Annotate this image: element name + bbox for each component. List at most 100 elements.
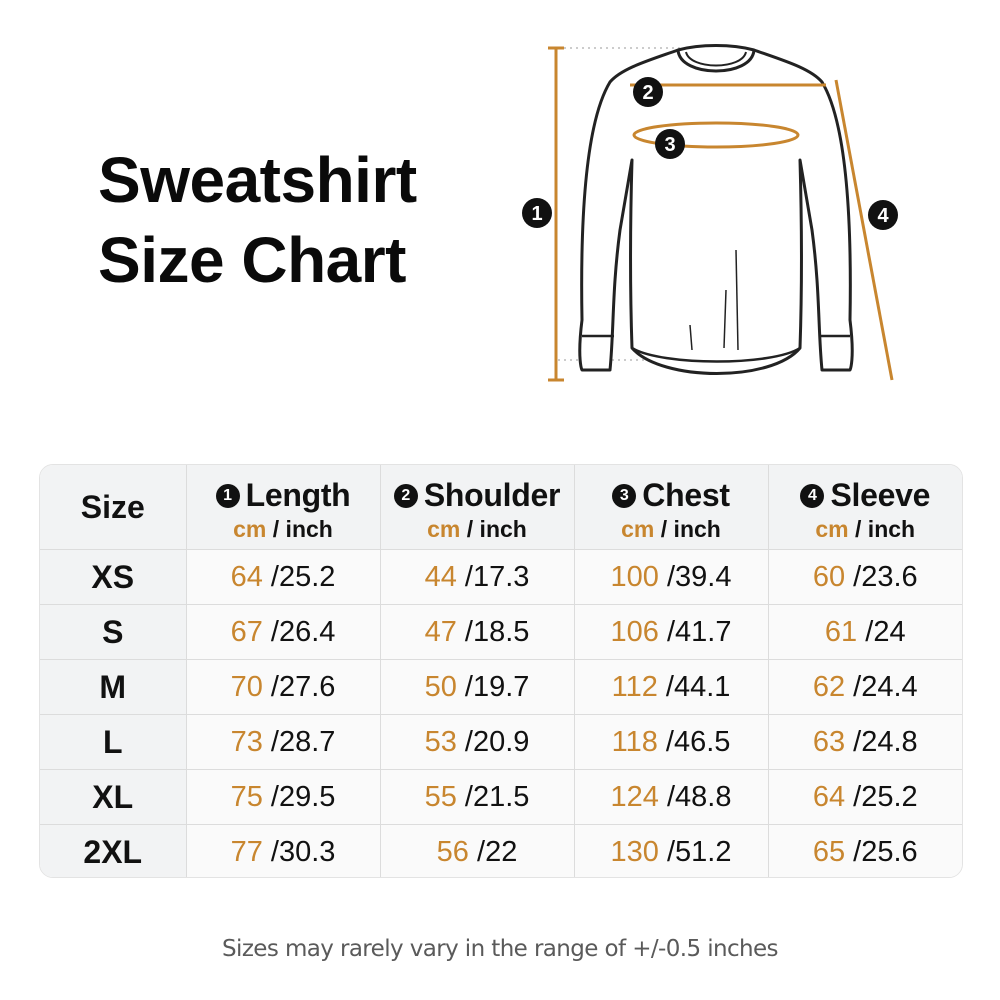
number-3-icon: 3 <box>612 483 637 508</box>
number-4-icon: 4 <box>800 483 825 508</box>
inch-value: 30.3 <box>278 835 336 868</box>
size-table: Size 1 Length cm / inch 2 Shoulder cm / … <box>39 464 963 878</box>
cm-value: 118 <box>611 725 658 758</box>
inch-value: 44.1 <box>673 670 731 703</box>
size-label: M <box>40 659 186 715</box>
sweatshirt-diagram: 1 2 3 4 <box>500 30 920 400</box>
measurement-cell: 61 /24 <box>767 604 962 660</box>
cm-value: 67 <box>230 615 263 648</box>
cm-value: 53 <box>424 725 457 758</box>
cm-value: 77 <box>230 835 263 868</box>
cm-value: 62 <box>812 670 846 703</box>
cm-value: 124 <box>610 780 659 813</box>
number-1-icon: 1 <box>215 483 240 508</box>
table-row: 2XL 77 /30.3 56 /22 130 /51.2 65 /25.6 <box>40 824 962 877</box>
measurement-cell: 65 /25.6 <box>767 824 962 877</box>
measurement-cell: 124 /48.8 <box>573 769 768 825</box>
measurement-cell: 100 /39.4 <box>573 549 768 605</box>
measurement-cell: 77 /30.3 <box>185 824 380 877</box>
cm-value: 130 <box>610 835 659 868</box>
measurement-cell: 44 /17.3 <box>379 549 574 605</box>
marker-1-icon: 1 <box>522 198 552 228</box>
measurement-cell: 73 /28.7 <box>185 714 380 770</box>
column-label: Length <box>245 477 351 513</box>
page-title: Sweatshirt Size Chart <box>98 140 417 300</box>
inch-value: 25.2 <box>278 560 336 593</box>
measurement-cell: 60 /23.6 <box>767 549 962 605</box>
column-label: Sleeve <box>830 477 931 513</box>
cm-value: 50 <box>424 670 457 703</box>
inch-value: 24 <box>873 615 906 648</box>
shoulder-column-header: 2 Shoulder cm / inch <box>379 465 574 550</box>
cm-value: 44 <box>424 560 457 593</box>
table-header-row: Size 1 Length cm / inch 2 Shoulder cm / … <box>40 465 962 550</box>
size-variance-note: Sizes may rarely vary in the range of +/… <box>222 936 779 962</box>
measurement-cell: 56 /22 <box>379 824 574 877</box>
inch-value: 18.5 <box>472 615 530 648</box>
inch-value: 24.4 <box>861 670 918 703</box>
cm-value: 60 <box>812 560 846 593</box>
cm-value: 47 <box>424 615 457 648</box>
svg-text:4: 4 <box>877 205 889 227</box>
measurement-cell: 63 /24.8 <box>767 714 962 770</box>
cm-value: 56 <box>436 835 469 868</box>
inch-value: 25.2 <box>861 780 918 813</box>
measurement-cell: 64 /25.2 <box>185 549 380 605</box>
cm-value: 112 <box>611 670 658 703</box>
title-line-1: Sweatshirt <box>98 144 417 216</box>
measurement-cell: 67 /26.4 <box>185 604 380 660</box>
length-column-header: 1 Length cm / inch <box>185 465 380 550</box>
measurement-cell: 112 /44.1 <box>573 659 768 715</box>
inch-value: 39.4 <box>675 560 732 593</box>
column-label: Chest <box>642 477 730 513</box>
inch-value: 25.6 <box>861 835 918 868</box>
inch-value: 20.9 <box>472 725 530 758</box>
size-label: XS <box>40 549 186 605</box>
inch-value: 21.5 <box>472 780 530 813</box>
inch-value: 46.5 <box>673 725 731 758</box>
measurement-cell: 70 /27.6 <box>185 659 380 715</box>
cm-value: 73 <box>230 725 263 758</box>
cm-value: 100 <box>610 560 659 593</box>
cm-value: 64 <box>812 780 846 813</box>
cm-value: 61 <box>824 615 858 648</box>
size-label: XL <box>40 769 186 825</box>
cm-value: 65 <box>812 835 846 868</box>
table-row: M 70 /27.6 50 /19.7 112 /44.1 62 /24.4 <box>40 659 962 715</box>
inch-value: 28.7 <box>278 725 336 758</box>
table-row: XL 75 /29.5 55 /21.5 124 /48.8 64 /25.2 <box>40 769 962 825</box>
measurement-cell: 64 /25.2 <box>767 769 962 825</box>
column-label: Shoulder <box>423 477 561 513</box>
measurement-cell: 55 /21.5 <box>379 769 574 825</box>
measurement-cell: 47 /18.5 <box>379 604 574 660</box>
size-column-header: Size <box>40 465 186 550</box>
inch-value: 17.3 <box>472 560 530 593</box>
inch-value: 41.7 <box>675 615 732 648</box>
table-body: XS 64 /25.2 44 /17.3 100 /39.4 60 /23.6 S 67 /… <box>40 549 962 877</box>
size-label: L <box>40 714 186 770</box>
inch-value: 27.6 <box>278 670 336 703</box>
size-label: 2XL <box>40 824 186 877</box>
size-label: S <box>40 604 186 660</box>
number-2-icon: 2 <box>393 483 418 508</box>
svg-text:2: 2 <box>642 82 653 104</box>
cm-value: 63 <box>812 725 846 758</box>
cm-value: 64 <box>230 560 263 593</box>
measurement-cell: 50 /19.7 <box>379 659 574 715</box>
sweatshirt-outline <box>578 44 854 375</box>
measurement-cell: 106 /41.7 <box>573 604 768 660</box>
inch-value: 22 <box>485 835 518 868</box>
chest-column-header: 3 Chest cm / inch <box>573 465 768 550</box>
cm-value: 75 <box>230 780 263 813</box>
table-row: XS 64 /25.2 44 /17.3 100 /39.4 60 /23.6 <box>40 549 962 605</box>
inch-value: 48.8 <box>675 780 732 813</box>
sleeve-column-header: 4 Sleeve cm / inch <box>767 465 962 550</box>
measurement-cell: 130 /51.2 <box>573 824 768 877</box>
inch-value: 29.5 <box>278 780 336 813</box>
marker-3-icon: 3 <box>655 129 685 159</box>
measurement-cell: 118 /46.5 <box>573 714 768 770</box>
title-line-2: Size Chart <box>98 224 406 296</box>
inch-value: 51.2 <box>675 835 732 868</box>
svg-text:1: 1 <box>531 203 542 225</box>
svg-text:3: 3 <box>664 134 675 156</box>
